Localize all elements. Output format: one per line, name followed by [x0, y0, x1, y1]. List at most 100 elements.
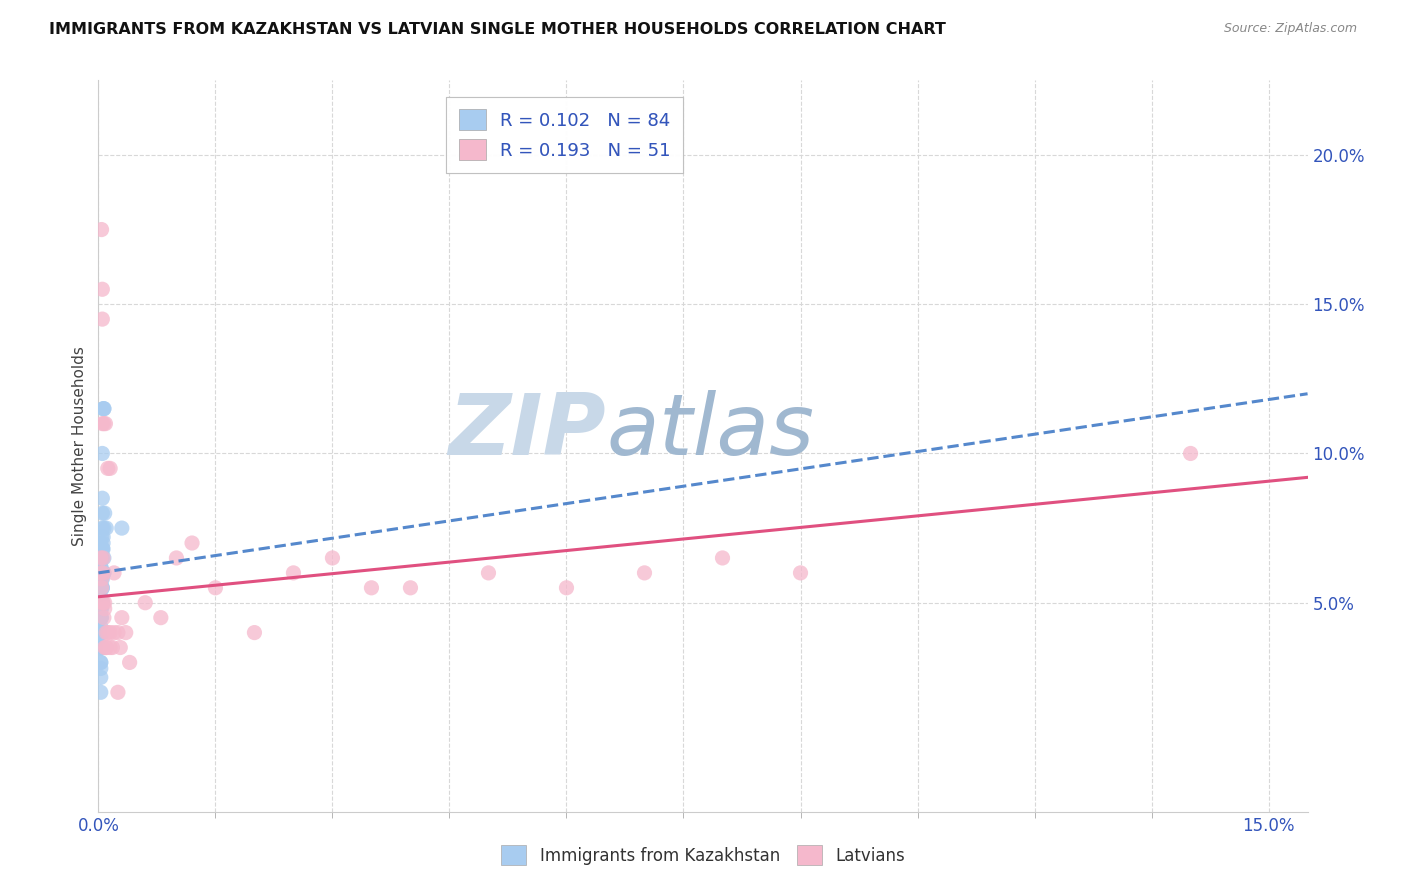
Point	[98, 640, 121, 655]
Point	[90, 222, 112, 236]
Point	[91, 596, 114, 610]
Point	[91, 640, 114, 655]
Point	[91, 446, 114, 460]
Point	[321, 551, 343, 566]
Point	[91, 521, 114, 535]
Point	[91, 625, 114, 640]
Point	[90, 685, 112, 699]
Point	[243, 625, 266, 640]
Point	[107, 685, 129, 699]
Point	[91, 551, 114, 566]
Point	[90, 596, 112, 610]
Point	[91, 530, 114, 544]
Point	[90, 566, 112, 580]
Point	[90, 670, 112, 684]
Point	[93, 601, 115, 615]
Point	[789, 566, 811, 580]
Point	[91, 596, 114, 610]
Point	[96, 625, 118, 640]
Point	[90, 566, 112, 580]
Point	[90, 625, 112, 640]
Text: ZIP: ZIP	[449, 390, 606, 473]
Point	[90, 610, 112, 624]
Point	[91, 566, 114, 580]
Point	[90, 581, 112, 595]
Point	[360, 581, 382, 595]
Point	[91, 282, 114, 296]
Point	[90, 560, 112, 574]
Point	[91, 312, 114, 326]
Point	[91, 566, 114, 580]
Point	[90, 619, 112, 633]
Point	[90, 581, 112, 595]
Point	[91, 506, 114, 520]
Point	[91, 596, 114, 610]
Point	[91, 541, 114, 556]
Point	[90, 596, 112, 610]
Point	[90, 560, 112, 574]
Point	[90, 572, 112, 586]
Point	[97, 625, 120, 640]
Point	[283, 566, 305, 580]
Text: IMMIGRANTS FROM KAZAKHSTAN VS LATVIAN SINGLE MOTHER HOUSEHOLDS CORRELATION CHART: IMMIGRANTS FROM KAZAKHSTAN VS LATVIAN SI…	[49, 22, 946, 37]
Point	[90, 572, 112, 586]
Point	[93, 417, 115, 431]
Point	[91, 541, 114, 556]
Point	[91, 572, 114, 586]
Point	[90, 581, 112, 595]
Point	[90, 551, 112, 566]
Point	[90, 566, 112, 580]
Point	[98, 625, 121, 640]
Point	[98, 461, 121, 475]
Point	[90, 551, 112, 566]
Point	[90, 590, 112, 604]
Point	[90, 596, 112, 610]
Point	[90, 566, 112, 580]
Point	[90, 581, 112, 595]
Point	[90, 596, 112, 610]
Point	[96, 521, 118, 535]
Point	[90, 640, 112, 655]
Point	[90, 596, 112, 610]
Text: Source: ZipAtlas.com: Source: ZipAtlas.com	[1223, 22, 1357, 36]
Point	[399, 581, 422, 595]
Text: atlas: atlas	[606, 390, 814, 473]
Point	[93, 401, 115, 416]
Point	[101, 640, 124, 655]
Point	[633, 566, 655, 580]
Point	[90, 581, 112, 595]
Point	[90, 656, 112, 670]
Point	[111, 610, 134, 624]
Point	[204, 581, 226, 595]
Point	[90, 581, 112, 595]
Point	[93, 551, 115, 566]
Point	[165, 551, 187, 566]
Point	[91, 566, 114, 580]
Point	[90, 601, 112, 615]
Point	[1180, 446, 1202, 460]
Point	[103, 566, 125, 580]
Point	[90, 656, 112, 670]
Point	[711, 551, 734, 566]
Point	[90, 581, 112, 595]
Point	[111, 521, 134, 535]
Point	[90, 661, 112, 675]
Point	[91, 566, 114, 580]
Point	[96, 640, 118, 655]
Point	[90, 610, 112, 624]
Point	[91, 581, 114, 595]
Point	[91, 417, 114, 431]
Point	[90, 581, 112, 595]
Point	[90, 581, 112, 595]
Point	[91, 541, 114, 556]
Point	[90, 596, 112, 610]
Y-axis label: Single Mother Households: Single Mother Households	[72, 346, 87, 546]
Point	[90, 610, 112, 624]
Legend: R = 0.102   N = 84, R = 0.193   N = 51: R = 0.102 N = 84, R = 0.193 N = 51	[446, 96, 683, 173]
Point	[90, 610, 112, 624]
Point	[93, 596, 115, 610]
Point	[114, 625, 136, 640]
Point	[110, 640, 132, 655]
Point	[93, 401, 115, 416]
Point	[91, 625, 114, 640]
